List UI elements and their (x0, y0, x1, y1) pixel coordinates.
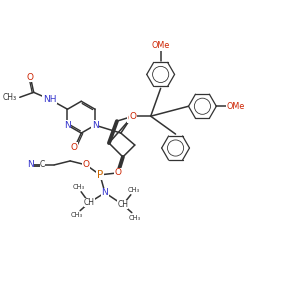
Text: OMe: OMe (152, 41, 170, 50)
Text: O: O (26, 73, 33, 82)
Text: O: O (114, 168, 122, 177)
Text: CH₃: CH₃ (71, 212, 83, 218)
Text: CH₃: CH₃ (129, 214, 141, 220)
Text: CH₃: CH₃ (73, 184, 85, 190)
Text: CH: CH (117, 200, 128, 209)
Text: CH₃: CH₃ (128, 187, 140, 193)
Text: O: O (129, 112, 136, 121)
Text: C: C (40, 160, 45, 169)
Text: P: P (97, 170, 103, 180)
Text: N: N (27, 160, 34, 169)
Text: N: N (92, 121, 98, 130)
Text: O: O (71, 142, 78, 152)
Text: O: O (127, 114, 134, 123)
Text: N: N (64, 121, 71, 130)
Text: NH: NH (43, 95, 56, 104)
Text: O: O (82, 160, 90, 169)
Text: CH₃: CH₃ (3, 93, 17, 102)
Text: N: N (102, 188, 108, 197)
Text: OMe: OMe (226, 102, 244, 111)
Text: CH: CH (84, 198, 94, 207)
